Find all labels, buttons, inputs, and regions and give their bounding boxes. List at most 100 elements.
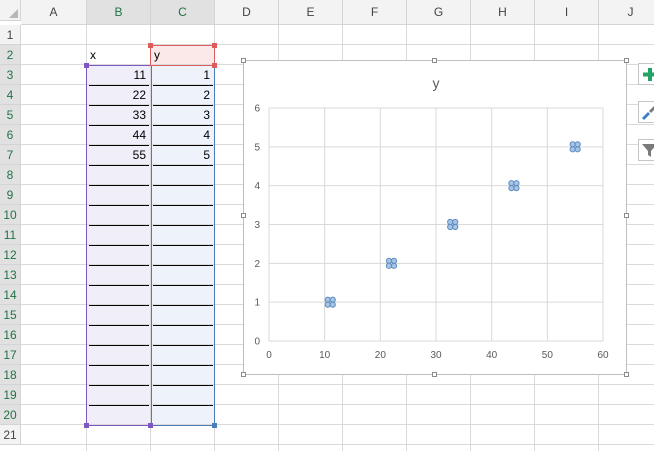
x-values-range-outline bbox=[86, 65, 152, 426]
chart-filters-button[interactable] bbox=[638, 139, 654, 161]
table-border bbox=[89, 365, 149, 366]
row-header-12[interactable]: 12 bbox=[0, 245, 21, 265]
row-header-18[interactable]: 18 bbox=[0, 365, 21, 385]
chart-y-tick-label: 4 bbox=[254, 181, 260, 192]
range-handle[interactable] bbox=[212, 43, 217, 48]
cell-x-value[interactable]: 33 bbox=[132, 108, 146, 122]
table-border bbox=[153, 405, 213, 406]
cell-y-value[interactable]: 5 bbox=[203, 148, 210, 162]
column-header-e[interactable]: E bbox=[279, 0, 343, 25]
column-header-g[interactable]: G bbox=[407, 0, 471, 25]
table-border bbox=[89, 345, 149, 346]
table-border bbox=[153, 185, 213, 186]
chart-elements-button[interactable] bbox=[638, 63, 654, 85]
chart-resize-handle[interactable] bbox=[432, 58, 437, 63]
column-header-i[interactable]: I bbox=[535, 0, 599, 25]
cell-x-value[interactable]: 44 bbox=[132, 128, 146, 142]
row-header-14[interactable]: 14 bbox=[0, 285, 21, 305]
range-handle[interactable] bbox=[84, 63, 89, 68]
cell-y-value[interactable]: 1 bbox=[203, 68, 210, 82]
row-header-6[interactable]: 6 bbox=[0, 125, 21, 145]
cell-x-value[interactable]: 55 bbox=[132, 148, 146, 162]
column-header-b[interactable]: B bbox=[87, 0, 151, 25]
chart-resize-handle[interactable] bbox=[624, 58, 629, 63]
row-header-8[interactable]: 8 bbox=[0, 165, 21, 185]
table-border bbox=[89, 285, 149, 286]
row-header-9[interactable]: 9 bbox=[0, 185, 21, 205]
chart-x-tick-label: 30 bbox=[430, 350, 442, 361]
table-border bbox=[89, 105, 149, 106]
range-handle[interactable] bbox=[148, 43, 153, 48]
scatter-point bbox=[385, 257, 398, 269]
scatter-chart[interactable]: 0 10 20 30 40 50 60 0 1 2 3 4 5 6 y bbox=[243, 60, 627, 375]
column-header-c[interactable]: C bbox=[151, 0, 215, 25]
chart-x-tick-label: 60 bbox=[597, 350, 609, 361]
gridline-h bbox=[21, 384, 654, 385]
cell-b2-x-header[interactable]: x bbox=[90, 48, 96, 62]
cell-c2-y-header[interactable]: y bbox=[154, 48, 160, 62]
column-header-d[interactable]: D bbox=[215, 0, 279, 25]
cell-y-value[interactable]: 2 bbox=[203, 88, 210, 102]
chart-y-tick-label: 6 bbox=[254, 104, 260, 115]
column-header-j[interactable]: J bbox=[599, 0, 654, 25]
chart-resize-handle[interactable] bbox=[241, 58, 246, 63]
chart-resize-handle[interactable] bbox=[432, 372, 437, 377]
range-handle[interactable] bbox=[84, 423, 89, 428]
row-header-16[interactable]: 16 bbox=[0, 325, 21, 345]
column-header-h[interactable]: H bbox=[471, 0, 535, 25]
table-border bbox=[153, 305, 213, 306]
table-border bbox=[89, 125, 149, 126]
range-handle[interactable] bbox=[148, 423, 153, 428]
row-header-5[interactable]: 5 bbox=[0, 105, 21, 125]
gridline-h bbox=[21, 444, 654, 445]
range-handle[interactable] bbox=[212, 423, 217, 428]
scatter-point bbox=[569, 141, 581, 153]
chart-y-tick-label: 2 bbox=[254, 259, 260, 270]
table-border bbox=[89, 305, 149, 306]
table-border bbox=[89, 185, 149, 186]
cell-x-value[interactable]: 11 bbox=[133, 68, 146, 82]
gridline-h bbox=[21, 424, 654, 425]
gridline-v bbox=[150, 25, 151, 451]
table-border bbox=[153, 105, 213, 106]
chart-styles-button[interactable] bbox=[638, 101, 654, 123]
chart-resize-handle[interactable] bbox=[624, 372, 629, 377]
row-header-21[interactable]: 21 bbox=[0, 425, 21, 445]
table-border bbox=[153, 205, 213, 206]
row-header-13[interactable]: 13 bbox=[0, 265, 21, 285]
y-values-range-outline bbox=[151, 65, 215, 426]
cell-y-value[interactable]: 3 bbox=[203, 108, 210, 122]
select-all-corner[interactable] bbox=[0, 0, 21, 21]
row-header-20[interactable]: 20 bbox=[0, 405, 21, 425]
row-header-19[interactable]: 19 bbox=[0, 385, 21, 405]
row-header-10[interactable]: 10 bbox=[0, 205, 21, 225]
table-border bbox=[89, 405, 149, 406]
table-border bbox=[89, 325, 149, 326]
chart-resize-handle[interactable] bbox=[241, 372, 246, 377]
table-border bbox=[89, 265, 149, 266]
table-border bbox=[89, 145, 149, 146]
table-border bbox=[89, 245, 149, 246]
row-header-1[interactable]: 1 bbox=[0, 25, 21, 45]
row-header-2[interactable]: 2 bbox=[0, 45, 21, 65]
table-border bbox=[89, 205, 149, 206]
row-header-7[interactable]: 7 bbox=[0, 145, 21, 165]
row-header-17[interactable]: 17 bbox=[0, 345, 21, 365]
column-header-a[interactable]: A bbox=[21, 0, 87, 25]
cell-y-value[interactable]: 4 bbox=[203, 128, 210, 142]
row-header-15[interactable]: 15 bbox=[0, 305, 21, 325]
chart-resize-handle[interactable] bbox=[241, 213, 246, 218]
range-handle[interactable] bbox=[212, 63, 217, 68]
chart-elements-plus-icon bbox=[643, 68, 654, 81]
chart-y-tick-label: 3 bbox=[254, 220, 260, 231]
row-header-3[interactable]: 3 bbox=[0, 65, 21, 85]
row-header-4[interactable]: 4 bbox=[0, 85, 21, 105]
row-header-11[interactable]: 11 bbox=[0, 225, 21, 245]
chart-resize-handle[interactable] bbox=[624, 213, 629, 218]
table-border bbox=[153, 325, 213, 326]
chart-title: y bbox=[433, 75, 440, 91]
cell-x-value[interactable]: 22 bbox=[132, 88, 146, 102]
column-header-f[interactable]: F bbox=[343, 0, 407, 25]
series-name-range-outline bbox=[150, 45, 215, 66]
table-border bbox=[153, 265, 213, 266]
